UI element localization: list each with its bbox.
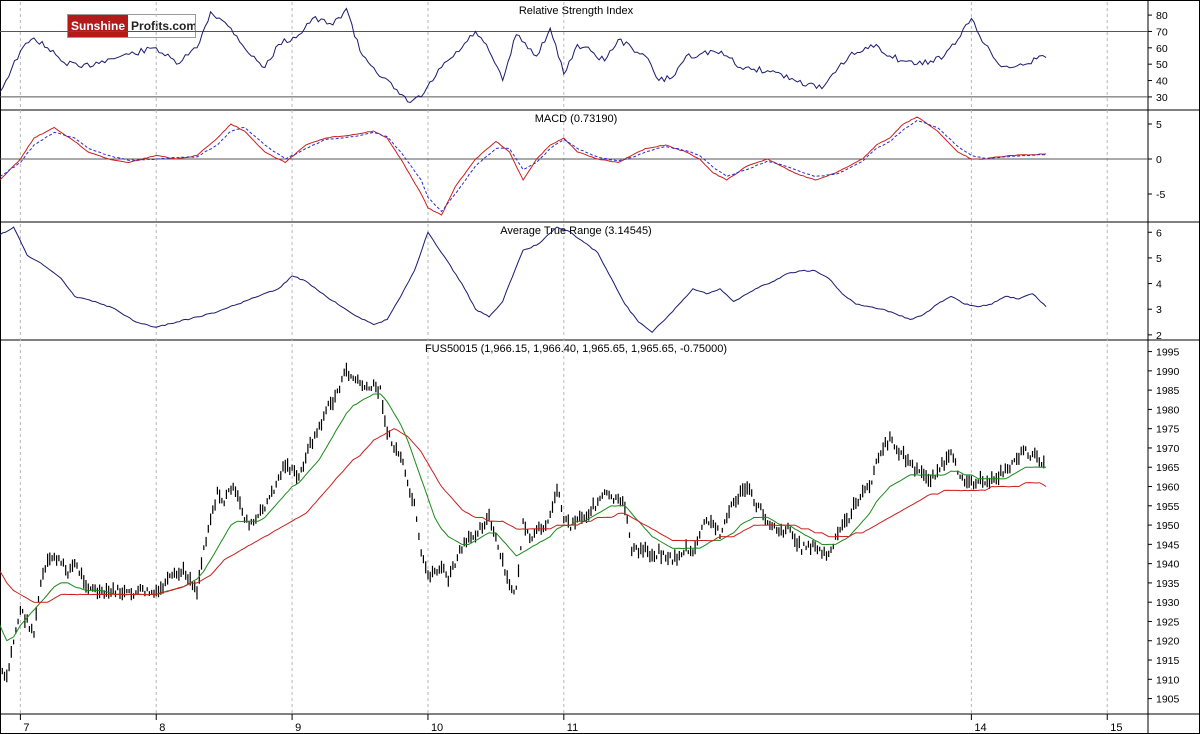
- x-tick-label: 10: [431, 722, 443, 734]
- y-tick-label: 1950: [1156, 520, 1180, 532]
- y-tick-label: 5: [1156, 253, 1162, 265]
- y-tick-label: 1915: [1156, 655, 1180, 667]
- y-tick-label: 4: [1156, 279, 1162, 291]
- y-tick-label: 1925: [1156, 616, 1180, 628]
- y-tick-label: 6: [1156, 227, 1162, 239]
- y-tick-label: 1905: [1156, 694, 1180, 706]
- x-tick-label: 9: [295, 722, 301, 734]
- x-tick-label: 14: [974, 722, 986, 734]
- y-tick-label: 1995: [1156, 347, 1180, 359]
- x-tick-label: 8: [159, 722, 165, 734]
- x-tick-label: 11: [567, 722, 578, 734]
- y-tick-label: 1960: [1156, 482, 1180, 494]
- y-tick-label: 0: [1156, 154, 1162, 166]
- y-tick-label: 1920: [1156, 636, 1180, 648]
- y-tick-label: 5: [1156, 119, 1162, 131]
- y-tick-label: 1945: [1156, 539, 1180, 551]
- y-tick-label: 1940: [1156, 559, 1180, 571]
- panel-title: Average True Range (3.14545): [500, 225, 651, 237]
- signal-line: [0, 119, 1047, 213]
- logo-part-profits: Profits.com: [131, 19, 196, 33]
- y-tick-label: 1970: [1156, 443, 1180, 455]
- atr-line: [0, 226, 1047, 333]
- slow-ma-line: [0, 428, 1047, 603]
- y-tick-label: 60: [1156, 43, 1168, 55]
- x-tick-label: 7: [23, 722, 29, 734]
- x-tick-label: 15: [1110, 722, 1122, 734]
- y-tick-label: 50: [1156, 59, 1168, 71]
- macd-line: [0, 116, 1047, 216]
- panel-title: FUS50015 (1,966.15, 1,966.40, 1,965.65, …: [425, 343, 727, 355]
- panel-title: Relative Strength Index: [519, 5, 634, 17]
- y-tick-label: -5: [1156, 189, 1165, 201]
- y-tick-label: 1975: [1156, 424, 1180, 436]
- y-tick-label: 1910: [1156, 674, 1180, 686]
- y-tick-label: 30: [1156, 92, 1168, 104]
- panel-title: MACD (0.73190): [535, 113, 618, 125]
- y-tick-label: 1930: [1156, 597, 1180, 609]
- y-tick-label: 1965: [1156, 462, 1180, 474]
- y-tick-label: 1990: [1156, 366, 1180, 378]
- y-tick-label: 70: [1156, 26, 1168, 38]
- y-tick-label: 2: [1156, 330, 1162, 342]
- y-tick-label: 1985: [1156, 385, 1180, 397]
- y-tick-label: 40: [1156, 76, 1168, 88]
- y-tick-label: 80: [1156, 10, 1168, 22]
- y-tick-label: 1980: [1156, 404, 1180, 416]
- rsi-line: [0, 7, 1047, 104]
- y-tick-label: 3: [1156, 304, 1162, 316]
- y-tick-label: 1955: [1156, 501, 1180, 513]
- y-tick-label: 1935: [1156, 578, 1180, 590]
